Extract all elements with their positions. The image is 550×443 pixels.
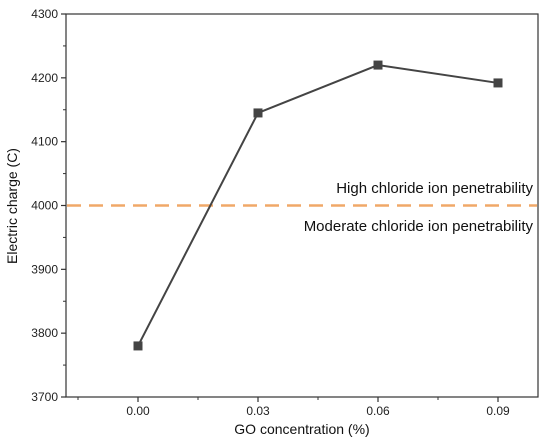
y-tick-label: 4300 [31,7,58,21]
data-point [373,60,383,70]
annotation-moderate-penetrability: Moderate chloride ion penetrability [304,218,534,235]
x-tick-label: 0.03 [246,404,270,418]
data-point [253,108,263,118]
x-tick-label: 0.00 [126,404,150,418]
y-tick-label: 3900 [31,262,58,276]
x-tick-label: 0.09 [486,404,510,418]
y-tick-label: 3700 [31,390,58,404]
y-axis: 3700 3800 3900 4000 4100 4200 4300 [31,7,66,404]
series-line [137,64,499,347]
series-markers [133,60,503,351]
x-axis: 0.00 0.03 0.06 0.09 [77,397,510,418]
y-tick-label: 4100 [31,135,58,149]
annotation-high-penetrability: High chloride ion penetrability [336,180,533,197]
y-tick-label: 4200 [31,71,58,85]
y-tick-label: 3800 [31,326,58,340]
data-point [133,341,143,351]
data-point [493,78,503,88]
x-tick-label: 0.06 [366,404,390,418]
y-axis-label: Electric charge (C) [4,148,20,264]
x-axis-label: GO concentration (%) [234,421,369,437]
y-tick-label: 4000 [31,199,58,213]
